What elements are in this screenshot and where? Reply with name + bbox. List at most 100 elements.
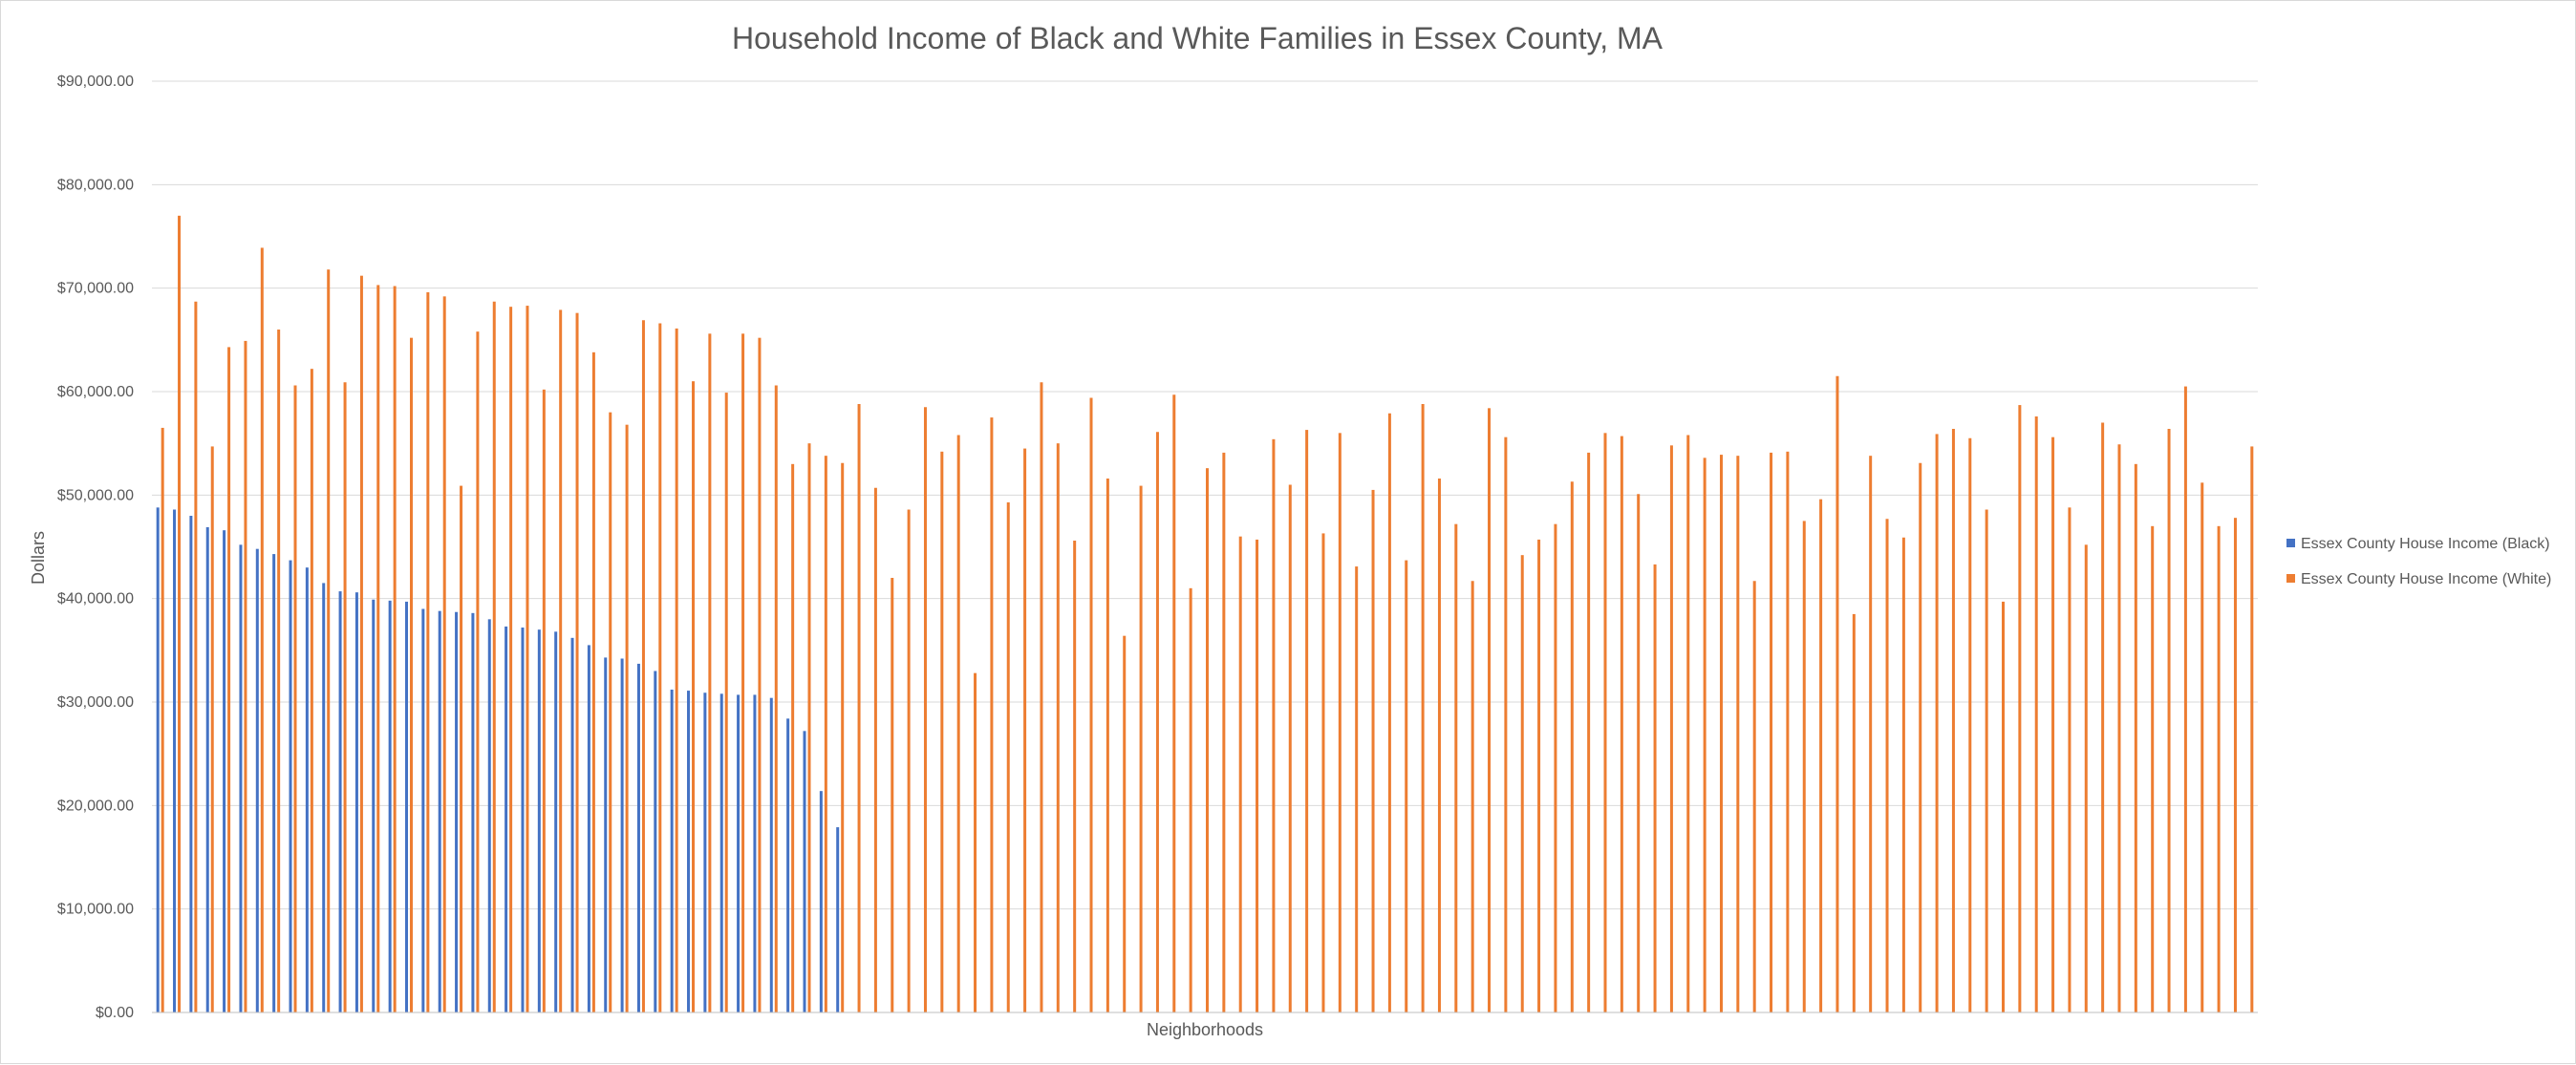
bar-white — [1106, 479, 1109, 1012]
bar-white — [1719, 455, 1723, 1013]
bar-white — [1504, 437, 1508, 1012]
bar-white — [708, 333, 712, 1013]
bar-black — [504, 626, 508, 1012]
bar-black — [554, 631, 558, 1012]
bar-white — [1371, 489, 1375, 1012]
bar-black — [189, 516, 193, 1012]
y-tick-label: $90,000.00 — [57, 74, 134, 90]
y-tick-label: $60,000.00 — [57, 384, 134, 400]
bar-white — [724, 393, 728, 1013]
bar-black — [670, 690, 674, 1012]
gridlines — [152, 80, 2258, 910]
bar-white — [907, 509, 911, 1012]
bar-black — [372, 599, 376, 1012]
bar-white — [641, 320, 645, 1012]
bar-white — [393, 286, 397, 1012]
bar-white — [741, 333, 745, 1013]
bar-white — [1554, 523, 1557, 1012]
bar-black — [786, 718, 790, 1012]
y-axis-tick-labels: $0.00 $10,000.00 $20,000.00 $30,000.00 $40,0… — [57, 74, 134, 1021]
bar-white — [956, 435, 960, 1012]
bar-white — [244, 340, 247, 1012]
bar-white — [575, 312, 579, 1012]
bar-white — [1421, 404, 1425, 1012]
bar-black — [654, 671, 657, 1012]
bar-black — [803, 731, 806, 1012]
bar-white — [2233, 518, 2237, 1012]
bar-black — [521, 628, 525, 1012]
legend-label-black: Essex County House Income (Black) — [2301, 536, 2550, 552]
bar-white — [1752, 581, 1756, 1012]
bar-white — [940, 451, 944, 1013]
bar-black — [587, 645, 590, 1012]
bar-white — [1603, 433, 1607, 1013]
bar-white — [1073, 541, 1077, 1012]
bar-white — [2167, 429, 2171, 1012]
bar-white — [1387, 413, 1391, 1012]
bar-white — [675, 328, 678, 1012]
bar-black — [404, 601, 408, 1012]
bar-white — [1139, 485, 1143, 1013]
bar-white — [1056, 443, 1060, 1012]
bar-black — [703, 692, 707, 1012]
bar-white — [857, 404, 861, 1012]
y-tick-label: $70,000.00 — [57, 281, 134, 297]
bar-white — [1570, 481, 1574, 1012]
y-tick-label: $80,000.00 — [57, 177, 134, 193]
bar-white — [891, 578, 894, 1012]
bar-white — [376, 285, 380, 1012]
bar-white — [1919, 462, 1922, 1012]
bar-white — [194, 301, 198, 1012]
bar-white — [1206, 468, 1209, 1012]
y-tick-label: $10,000.00 — [57, 902, 134, 918]
bar-white — [1172, 394, 1176, 1012]
bar-white — [1835, 375, 1839, 1012]
bar-white — [2101, 422, 2105, 1012]
bar-white — [1189, 587, 1192, 1012]
bar-white — [1637, 494, 1641, 1012]
bar-white — [1023, 448, 1027, 1013]
bar-white — [559, 309, 563, 1012]
bar-white — [1305, 430, 1309, 1013]
bar-white — [1488, 408, 1492, 1013]
bar-black — [620, 658, 624, 1012]
bar-white — [277, 330, 281, 1012]
bar-white — [1935, 434, 1939, 1012]
bar-white — [210, 446, 214, 1012]
bar-white — [1901, 537, 1905, 1012]
bar-black — [239, 544, 243, 1012]
bar-white — [2134, 463, 2137, 1013]
bar-black — [769, 697, 773, 1012]
bar-white — [460, 485, 463, 1013]
bar-white — [1703, 458, 1707, 1013]
bar-white — [609, 412, 612, 1012]
bar-white — [1587, 452, 1591, 1012]
bar-black — [471, 612, 475, 1012]
bar-white — [2018, 405, 2022, 1013]
bar-white — [2034, 416, 2038, 1012]
x-axis-title: Neighborhoods — [1147, 1020, 1263, 1039]
bar-white — [492, 301, 496, 1012]
bar-black — [305, 567, 309, 1012]
bar-white — [1686, 435, 1690, 1012]
bar-white — [873, 487, 877, 1012]
bar-white — [426, 292, 430, 1012]
bar-white — [476, 331, 480, 1012]
bar-black — [737, 694, 741, 1012]
bar-white — [758, 337, 762, 1012]
bar-white — [327, 269, 331, 1012]
bar-white — [343, 382, 347, 1012]
bar-white — [1470, 581, 1474, 1012]
bar-white — [1770, 452, 1773, 1012]
bar-white — [625, 424, 629, 1012]
bar-white — [2250, 446, 2254, 1012]
bar-white — [2151, 525, 2155, 1012]
bar-white — [1089, 397, 1093, 1012]
bar-black — [223, 530, 226, 1012]
bar-white — [310, 369, 313, 1012]
y-tick-label: $20,000.00 — [57, 798, 134, 814]
bar-white — [1454, 523, 1458, 1012]
bar-white — [824, 456, 827, 1012]
